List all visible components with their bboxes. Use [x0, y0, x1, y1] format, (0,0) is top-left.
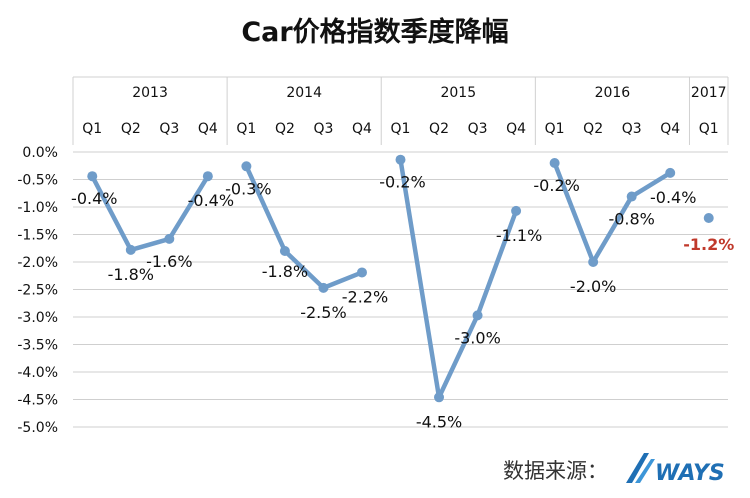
x-quarter-label: Q3	[313, 121, 333, 137]
data-point	[511, 205, 522, 216]
ways-swoosh-icon	[626, 453, 655, 483]
data-label: -2.5%	[300, 303, 346, 322]
x-quarter-label: Q2	[275, 121, 295, 137]
data-label: -1.2%	[683, 235, 734, 254]
y-tick-label: -3.0%	[17, 310, 58, 326]
data-point	[549, 158, 560, 168]
x-quarter-label: Q2	[429, 121, 449, 137]
x-quarter-label: Q2	[121, 121, 141, 137]
x-quarter-label: Q4	[198, 121, 218, 137]
data-label: -0.4%	[71, 189, 117, 208]
data-point	[665, 167, 676, 178]
x-quarter-label: Q1	[82, 121, 102, 137]
data-label: -2.0%	[570, 277, 616, 296]
series-line-2015	[398, 159, 519, 400]
data-label: -4.5%	[416, 412, 462, 431]
x-quarter-label: Q1	[236, 121, 256, 137]
data-point	[87, 171, 98, 182]
data-label: -2.2%	[342, 287, 388, 306]
x-quarter-label: Q4	[506, 121, 526, 137]
data-label: -1.1%	[496, 226, 542, 245]
x-quarter-label: Q3	[159, 121, 179, 137]
data-point	[125, 244, 136, 255]
data-label: -1.6%	[146, 252, 192, 271]
x-quarter-label: Q3	[622, 121, 642, 137]
data-label: -0.4%	[650, 188, 696, 207]
x-year-label: 2016	[595, 85, 631, 101]
data-point	[318, 282, 329, 293]
data-point	[279, 246, 290, 256]
x-year-label: 2017	[691, 85, 727, 101]
data-label: -0.2%	[533, 176, 579, 195]
data-point	[241, 161, 252, 172]
y-tick-label: -2.0%	[17, 255, 58, 271]
y-tick-label: -2.5%	[17, 283, 58, 299]
x-quarter-label: Q2	[583, 121, 603, 137]
series-line-2013	[90, 175, 210, 253]
x-quarter-label: Q4	[660, 121, 680, 137]
data-point	[626, 191, 637, 202]
data-point	[472, 310, 483, 321]
x-quarter-label: Q4	[352, 121, 372, 137]
data-point	[588, 257, 599, 267]
data-point	[202, 171, 213, 182]
y-tick-label: -3.5%	[17, 338, 58, 354]
data-label: -0.3%	[225, 179, 271, 198]
y-tick-label: -1.5%	[17, 228, 58, 244]
ways-logo: WAYS	[626, 453, 725, 486]
data-point	[395, 154, 406, 165]
data-label: -0.8%	[608, 210, 654, 229]
data-label: -3.0%	[454, 328, 500, 347]
x-quarter-label: Q1	[545, 121, 565, 137]
x-quarter-label: Q1	[391, 121, 411, 137]
y-tick-label: -5.0%	[17, 420, 58, 436]
x-year-label: 2013	[132, 85, 168, 101]
chart-title: Car价格指数季度降幅	[241, 17, 509, 48]
data-point	[434, 392, 445, 403]
y-tick-label: -1.0%	[17, 200, 58, 216]
y-tick-label: -4.5%	[17, 393, 58, 409]
x-quarter-label: Q3	[468, 121, 488, 137]
y-tick-label: 0.0%	[22, 145, 58, 161]
data-point	[703, 213, 714, 223]
data-point	[356, 267, 367, 278]
data-point	[164, 233, 175, 244]
y-tick-label: -4.0%	[17, 365, 58, 381]
data-label: -0.2%	[379, 173, 425, 192]
data-label: -0.4%	[188, 191, 234, 210]
ways-logo-text: WAYS	[655, 461, 725, 486]
series-line-2016	[552, 162, 672, 265]
data-label: -1.8%	[108, 265, 154, 284]
series-line-2014	[244, 165, 363, 291]
x-year-label: 2014	[286, 85, 322, 101]
data-label: -1.8%	[262, 262, 308, 281]
y-tick-label: -0.5%	[17, 173, 58, 189]
source-label: 数据来源：	[503, 459, 608, 483]
x-quarter-label: Q1	[699, 121, 719, 137]
x-year-label: 2015	[440, 85, 476, 101]
